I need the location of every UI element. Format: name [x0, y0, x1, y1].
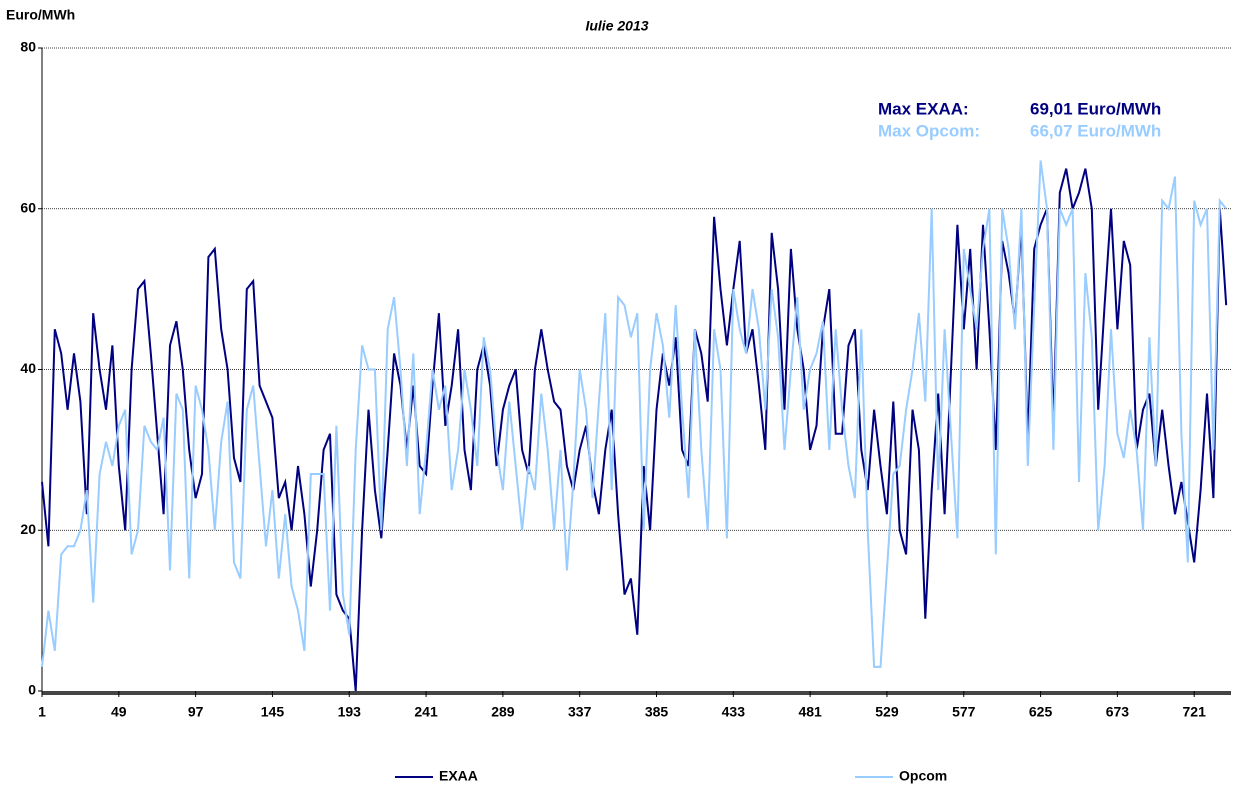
chart-subtitle: Iulie 2013	[585, 18, 648, 34]
annotation-label: Max Opcom:	[878, 121, 980, 140]
x-tick-label: 1	[38, 704, 46, 720]
annotation-text: 66,07 Euro/MWh	[1030, 121, 1161, 140]
y-tick-label: 80	[20, 39, 36, 55]
series-line	[41, 168, 1228, 692]
x-axis-band	[42, 691, 1231, 695]
x-tick-label: 577	[952, 704, 976, 720]
y-tick-label: 20	[20, 521, 36, 537]
x-tick-label: 289	[491, 704, 515, 720]
annotation-text: 69,01 Euro/MWh	[1030, 99, 1161, 118]
y-axis-label: Euro/MWh	[6, 7, 75, 23]
x-tick-label: 721	[1183, 704, 1207, 720]
y-tick-label: 60	[20, 199, 36, 215]
x-tick-label: 193	[338, 704, 362, 720]
y-tick-label: 40	[20, 360, 36, 376]
x-tick-label: 241	[414, 704, 438, 720]
x-tick-label: 49	[111, 704, 127, 720]
x-tick-label: 97	[188, 704, 204, 720]
legend-label: EXAA	[439, 768, 478, 784]
x-tick-label: 529	[875, 704, 899, 720]
x-tick-label: 385	[645, 704, 669, 720]
annotation-label: Max EXAA:	[878, 99, 969, 118]
x-tick-label: 433	[722, 704, 746, 720]
legend-label: Opcom	[899, 768, 947, 784]
x-tick-label: 625	[1029, 704, 1053, 720]
y-tick-label: 0	[28, 682, 36, 698]
x-tick-label: 481	[798, 704, 822, 720]
x-tick-label: 673	[1106, 704, 1130, 720]
x-tick-label: 337	[568, 704, 592, 720]
series-line	[41, 160, 1227, 668]
x-tick-label: 145	[261, 704, 285, 720]
